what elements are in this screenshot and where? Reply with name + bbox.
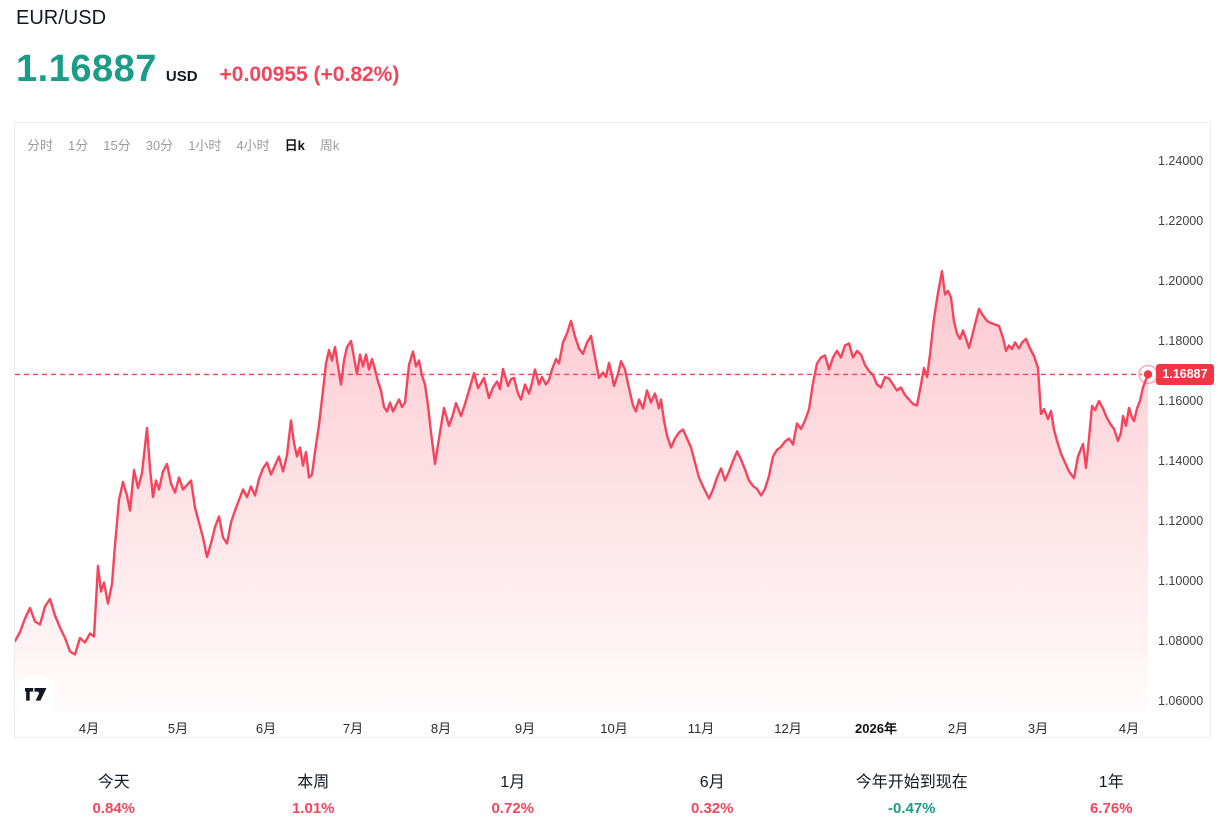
performance-stats-row: 今天 0.84% 本周 1.01% 1月 0.72% 6月 0.32% 今年开始到现在 -0.47… bbox=[14, 768, 1211, 817]
x-tick-label: 7月 bbox=[342, 721, 364, 736]
x-tick-label: 8月 bbox=[430, 721, 452, 736]
last-price-marker-dot bbox=[1143, 370, 1153, 379]
x-tick-label: 4月 bbox=[1118, 721, 1140, 736]
stat-6月: 6月 0.32% bbox=[613, 768, 813, 817]
area-fill bbox=[15, 271, 1148, 711]
x-tick-label: 10月 bbox=[600, 721, 628, 736]
stat-label: 今年开始到现在 bbox=[855, 774, 968, 791]
price-change: +0.00955 (+0.82%) bbox=[219, 63, 400, 86]
stat-label: 今天 bbox=[97, 774, 130, 791]
stat-value: 0.72% bbox=[491, 800, 535, 817]
y-tick-label: 1.08000 bbox=[1158, 634, 1204, 648]
x-tick-label: 12月 bbox=[774, 721, 802, 736]
price-currency: USD bbox=[165, 68, 198, 85]
tab-日k[interactable]: 日k bbox=[284, 138, 305, 153]
timeframe-tabs: 分时 1分 15分 30分 1小时 4小时 日k 周k bbox=[27, 135, 339, 154]
x-tick-label: 2月 bbox=[947, 721, 969, 736]
tradingview-logo[interactable] bbox=[17, 676, 54, 713]
stat-value: -0.47% bbox=[887, 800, 936, 817]
current-price-badge: 1.16887 bbox=[1156, 363, 1214, 385]
stat-label: 1月 bbox=[500, 774, 526, 791]
stat-今年开始到现在: 今年开始到现在 -0.47% bbox=[812, 768, 1012, 817]
current-price: 1.16887 bbox=[16, 48, 157, 90]
x-tick-label: 4月 bbox=[78, 721, 100, 736]
tab-周k[interactable]: 周k bbox=[319, 138, 340, 153]
price-line bbox=[15, 269, 1150, 656]
x-tick-label: 9月 bbox=[514, 721, 536, 736]
x-tick-label: 6月 bbox=[255, 721, 277, 736]
stat-label: 6月 bbox=[699, 774, 725, 791]
stat-value: 0.84% bbox=[92, 800, 136, 817]
stat-本周: 本周 1.01% bbox=[214, 768, 414, 817]
stat-label: 1年 bbox=[1098, 774, 1124, 791]
tab-1小时[interactable]: 1小时 bbox=[188, 138, 222, 153]
x-tick-label: 2026年 bbox=[855, 721, 897, 736]
tab-30分[interactable]: 30分 bbox=[145, 138, 174, 153]
y-tick-label: 1.24000 bbox=[1158, 154, 1204, 168]
y-tick-label: 1.14000 bbox=[1158, 454, 1204, 468]
stat-1月: 1月 0.72% bbox=[413, 768, 613, 817]
stat-今天: 今天 0.84% bbox=[14, 768, 214, 817]
price-row: 1.16887 USD +0.00955 (+0.82%) bbox=[16, 48, 399, 91]
x-tick-label: 5月 bbox=[167, 721, 189, 736]
x-tick-label: 11月 bbox=[687, 721, 715, 736]
tab-分时[interactable]: 分时 bbox=[27, 138, 54, 153]
tab-4小时[interactable]: 4小时 bbox=[236, 138, 270, 153]
tab-15分[interactable]: 15分 bbox=[103, 138, 131, 153]
tab-1分[interactable]: 1分 bbox=[68, 138, 89, 153]
stat-1年: 1年 6.76% bbox=[1012, 768, 1212, 817]
y-tick-label: 1.10000 bbox=[1158, 574, 1204, 588]
symbol-title: EUR/USD bbox=[16, 7, 107, 29]
stat-label: 本周 bbox=[297, 774, 330, 791]
y-tick-label: 1.18000 bbox=[1158, 334, 1204, 348]
stat-value: 1.01% bbox=[291, 800, 335, 817]
y-tick-label: 1.20000 bbox=[1158, 274, 1204, 288]
chart-panel: 分时 1分 15分 30分 1小时 4小时 日k 周k 1.24000 1.22000 1.200… bbox=[14, 122, 1214, 739]
stat-value: 6.76% bbox=[1089, 800, 1133, 817]
price-chart-surface[interactable] bbox=[15, 123, 1212, 739]
y-tick-label: 1.06000 bbox=[1158, 694, 1204, 708]
tradingview-icon bbox=[24, 688, 46, 701]
y-tick-label: 1.12000 bbox=[1158, 514, 1204, 528]
y-tick-label: 1.22000 bbox=[1158, 214, 1204, 228]
stat-value: 0.32% bbox=[690, 800, 734, 817]
x-tick-label: 3月 bbox=[1027, 721, 1049, 736]
y-tick-label: 1.16000 bbox=[1158, 394, 1204, 408]
